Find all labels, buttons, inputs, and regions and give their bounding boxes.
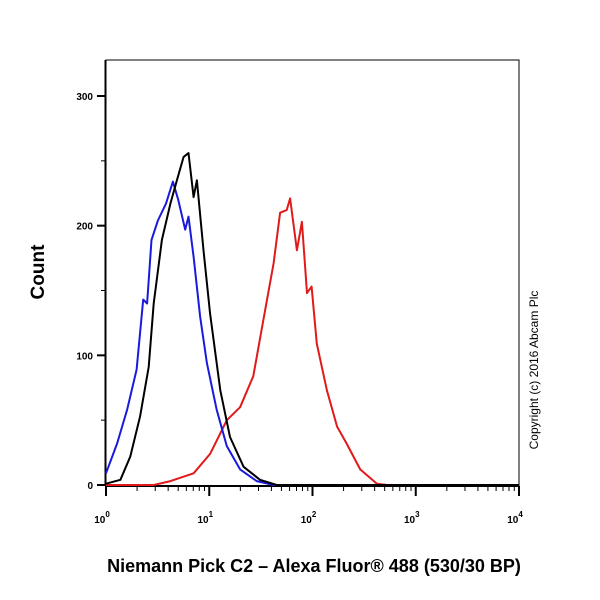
x-tick-exponent: 3 [415,510,420,519]
x-tick-base: 10 [404,515,416,526]
copyright-text: Copyright (c) 2016 Abcam Plc [527,291,541,450]
series-line-0 [105,180,519,486]
x-tick-base: 10 [197,515,209,526]
x-tick-exponent: 1 [209,510,214,519]
x-tick-exponent: 4 [518,510,523,519]
y-tick-label: 100 [76,351,93,362]
x-tick-label: 102 [301,510,317,526]
series-line-1 [105,152,519,486]
y-tick-label: 0 [87,481,93,492]
x-tick-base: 10 [507,515,519,526]
x-tick-label: 103 [404,510,420,526]
x-tick-base: 10 [301,515,313,526]
plot-frame [105,59,520,487]
x-axis-label: Niemann Pick C2 – Alexa Fluor® 488 (530/… [107,556,521,576]
series-line-2 [106,197,519,486]
y-axis-label: Count [28,244,49,300]
x-tick-label: 101 [197,510,213,526]
y-tick-label: 300 [76,92,93,103]
x-tick-exponent: 0 [105,510,110,519]
x-tick-base: 10 [94,515,106,526]
x-tick-label: 100 [94,510,110,526]
y-tick-label: 200 [76,222,93,233]
x-tick-label: 104 [507,510,523,526]
x-tick-exponent: 2 [312,510,317,519]
